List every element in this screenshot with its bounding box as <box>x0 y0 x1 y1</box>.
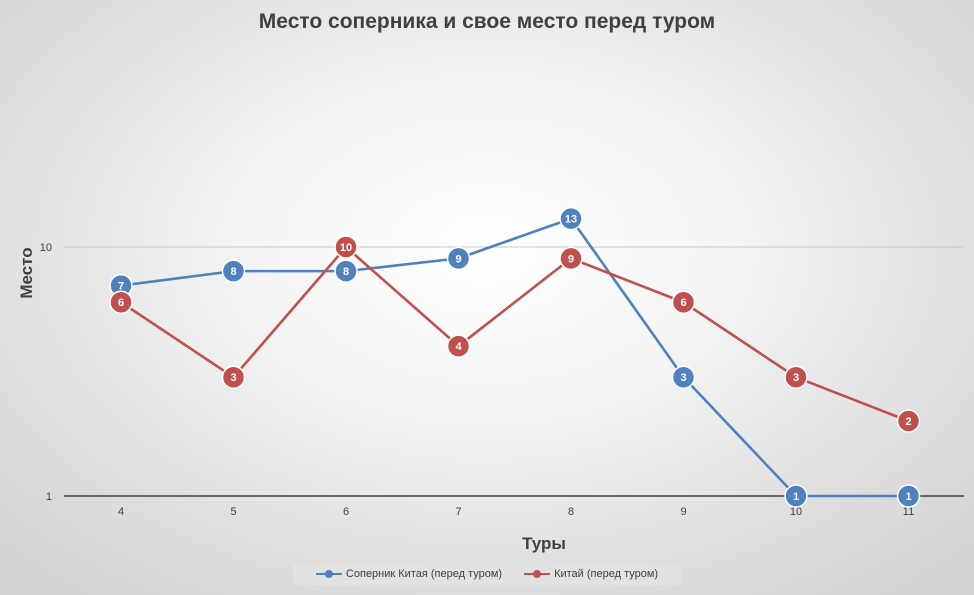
data-label: 7 <box>118 281 124 293</box>
data-label: 3 <box>680 372 686 384</box>
data-label: 10 <box>340 242 352 254</box>
y-tick-label: 10 <box>40 242 52 254</box>
data-point <box>446 334 471 358</box>
x-tick-label: 5 <box>230 506 236 518</box>
x-tick-label: 11 <box>903 506 914 518</box>
legend-marker-icon <box>524 569 551 579</box>
data-label: 9 <box>568 253 574 265</box>
data-point <box>109 290 133 314</box>
legend-item-opponent[interactable]: Соперник Китая (перед туром) <box>315 568 503 580</box>
data-point <box>784 484 808 508</box>
legend-label: Китай (перед туром) <box>554 568 659 580</box>
x-tick-label: 7 <box>455 506 461 518</box>
data-point <box>671 290 696 314</box>
data-label: 6 <box>118 297 124 309</box>
y-tick-labels: 1 10 <box>40 242 52 503</box>
data-label: 13 <box>565 214 577 226</box>
data-point <box>221 365 246 389</box>
x-tick-label: 10 <box>790 506 802 518</box>
legend: Соперник Китая (перед туром) Китай (пере… <box>293 563 681 585</box>
data-label: 6 <box>680 297 686 309</box>
data-label: 8 <box>343 266 349 278</box>
data-label: 3 <box>793 372 799 384</box>
data-point <box>446 246 471 271</box>
data-label: 1 <box>905 491 911 503</box>
series-lines: 7 8 8 9 13 3 1 1 6 3 10 4 9 6 3 2 <box>109 206 921 508</box>
x-tick-label: 4 <box>118 506 124 518</box>
data-label: 4 <box>455 341 462 353</box>
legend-marker-icon <box>315 569 342 579</box>
data-point <box>896 484 921 508</box>
data-label: 9 <box>455 253 461 265</box>
grid-lines <box>64 246 964 497</box>
x-tick-labels: 4 5 6 7 8 9 10 11 <box>118 506 914 518</box>
x-tick-label: 9 <box>680 506 686 518</box>
data-point <box>896 409 921 433</box>
x-tick-label: 6 <box>343 506 349 518</box>
data-point <box>334 259 358 283</box>
data-point <box>559 246 583 271</box>
data-label: 3 <box>230 372 236 384</box>
y-axis-title: Место <box>17 247 36 298</box>
data-point <box>221 259 246 283</box>
data-label: 2 <box>905 416 911 428</box>
data-point <box>784 365 808 389</box>
chart-title: Место соперника и свое место перед туром <box>258 10 716 33</box>
series-line-1 <box>120 245 909 423</box>
y-tick-label: 1 <box>46 491 52 503</box>
legend-label: Соперник Китая (перед туром) <box>345 568 503 580</box>
data-label: 8 <box>230 266 236 278</box>
data-point <box>559 206 583 231</box>
data-label: 1 <box>793 491 799 503</box>
series-line-0 <box>120 217 909 498</box>
x-tick-label: 8 <box>568 506 574 518</box>
x-axis-title: Туры <box>522 534 566 553</box>
legend-item-china[interactable]: Китай (перед туром) <box>524 568 658 580</box>
data-point <box>671 365 696 389</box>
data-point <box>334 235 358 259</box>
